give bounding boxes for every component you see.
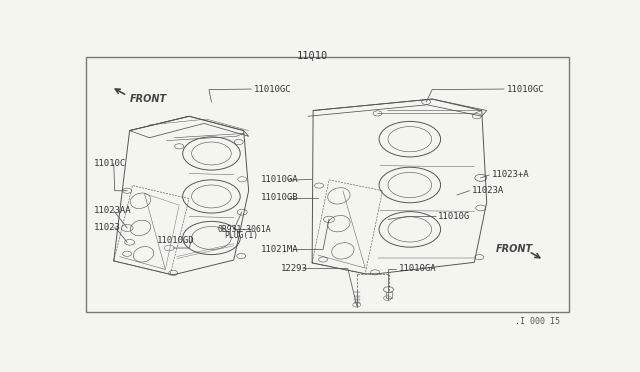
Text: 11023+A: 11023+A [492,170,529,179]
Bar [385,292,392,298]
Text: 11010GD: 11010GD [157,236,195,246]
Text: PLUG(1): PLUG(1) [224,231,258,240]
Bar [86,57,569,312]
Text: 11010G: 11010G [438,212,470,221]
Text: 11010C: 11010C [94,159,126,168]
Text: 11010GC: 11010GC [507,84,544,93]
Text: 11010: 11010 [296,51,328,61]
Text: 0B931-3061A: 0B931-3061A [218,225,271,234]
Text: 11023A: 11023A [472,186,504,195]
Text: 11023: 11023 [94,224,121,232]
Text: 11010GA: 11010GA [261,175,299,185]
Text: 12293: 12293 [281,264,308,273]
Text: 11010GA: 11010GA [399,264,436,273]
Text: 11010GB: 11010GB [261,193,299,202]
Text: .I 000 I5: .I 000 I5 [515,317,560,326]
Text: 11023AA: 11023AA [94,206,131,215]
Text: FRONT: FRONT [495,244,532,254]
Text: 11021MA: 11021MA [261,245,299,254]
Text: FRONT: FRONT [129,94,167,104]
Text: 11010GC: 11010GC [253,84,291,93]
